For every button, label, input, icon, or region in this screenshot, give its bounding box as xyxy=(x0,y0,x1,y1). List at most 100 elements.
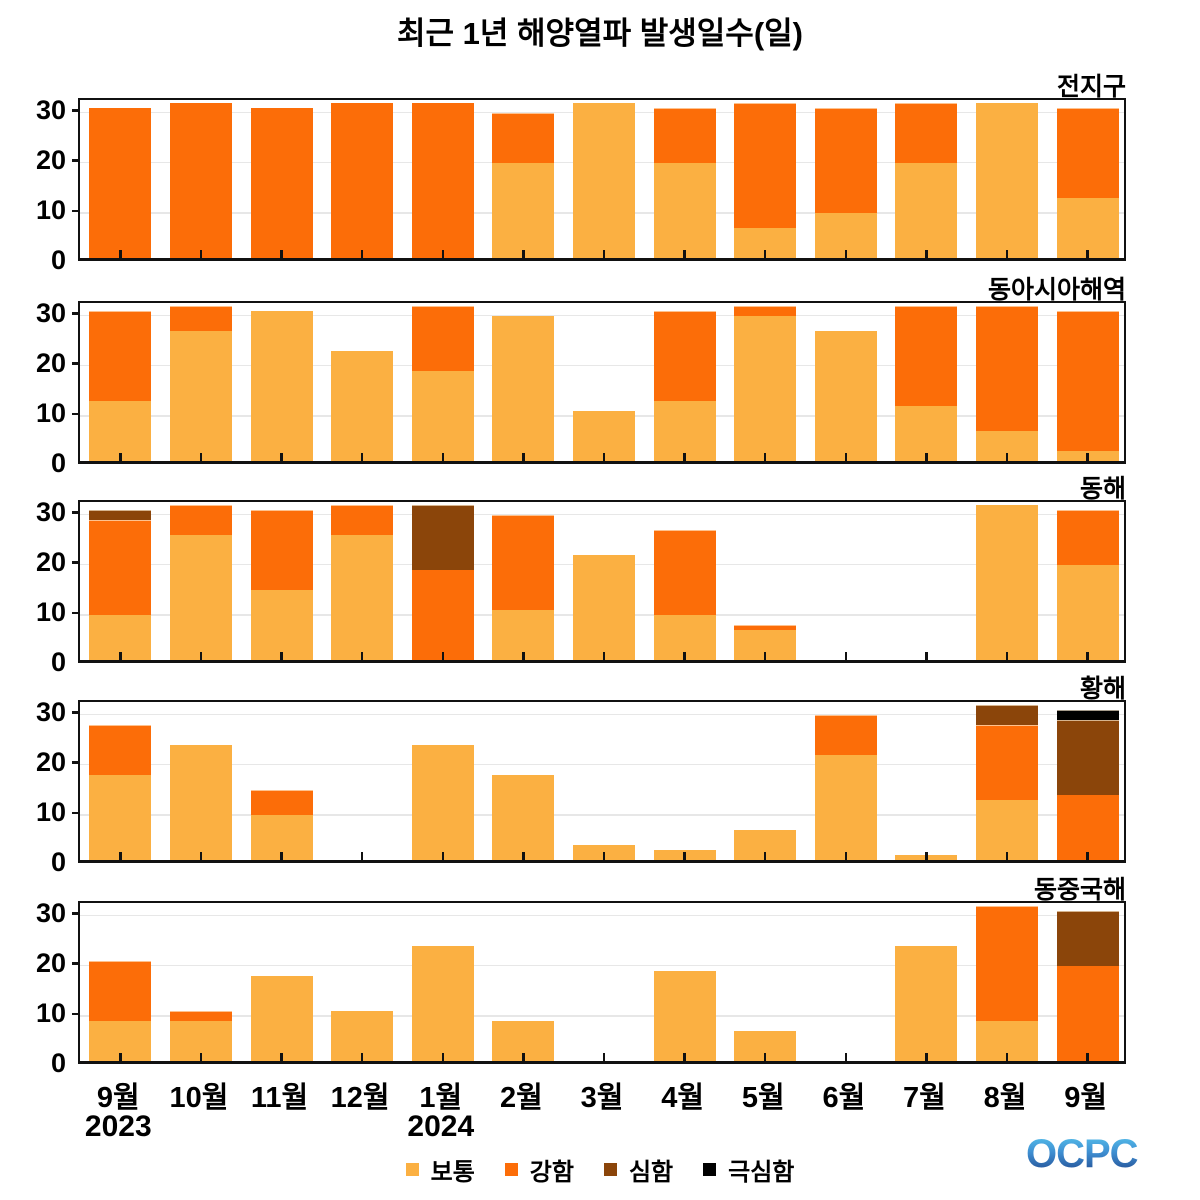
x-tick-mark-9 xyxy=(763,453,767,461)
x-tick-mark-7 xyxy=(602,852,606,860)
panel-label-5: 동중국해 xyxy=(1033,876,1126,904)
bar-segment-강함 xyxy=(89,310,152,401)
x-tick-mark-9 xyxy=(763,250,767,258)
x-tick-mark-12 xyxy=(1005,652,1009,660)
y-tick-label-10: 10 xyxy=(35,596,66,627)
y-tick-mark-30 xyxy=(72,109,80,112)
year-label-2024: 2024 xyxy=(407,1110,475,1143)
bar-segment-강함 xyxy=(169,305,232,331)
bar-segment-보통 xyxy=(734,315,797,461)
x-tick-mark-6 xyxy=(522,1053,525,1061)
bar-segment-보통 xyxy=(250,589,313,660)
bar-segment-강함 xyxy=(89,107,152,258)
x-tick-mark-11 xyxy=(925,453,928,461)
bar-segment-보통 xyxy=(976,102,1039,258)
x-tick-label-4: 12월 xyxy=(330,1082,390,1114)
gridline-30 xyxy=(80,314,1124,317)
x-tick-mark-1 xyxy=(119,852,122,860)
x-tick-label-12: 8월 xyxy=(983,1082,1027,1114)
x-tick-mark-9 xyxy=(763,1053,767,1061)
bar-segment-강함 xyxy=(653,310,716,401)
y-tick-label-10: 10 xyxy=(35,397,66,428)
x-tick-mark-6 xyxy=(522,852,525,860)
bar-segment-보통 xyxy=(492,609,555,660)
bar-segment-보통 xyxy=(411,370,474,461)
bar-segment-강함 xyxy=(89,519,152,615)
y-tick-label-20: 20 xyxy=(35,546,66,577)
bar-segment-보통 xyxy=(573,554,635,660)
gridline-20 xyxy=(80,964,1124,967)
bar-segment-강함 xyxy=(250,509,313,590)
bar-segment-보통 xyxy=(89,774,152,860)
x-tick-mark-3 xyxy=(280,852,283,860)
y-tick-mark-30 xyxy=(72,912,80,915)
y-tick-mark-20 xyxy=(72,962,80,965)
x-tick-mark-5 xyxy=(441,852,445,860)
y-tick-label-10: 10 xyxy=(35,796,66,827)
gridline-10 xyxy=(80,814,1124,816)
bar-segment-보통 xyxy=(331,534,394,660)
y-tick-label-30: 30 xyxy=(35,897,66,928)
x-tick-mark-3 xyxy=(280,250,283,258)
bar-segment-보통 xyxy=(89,400,152,461)
y-tick-mark-10 xyxy=(72,811,80,815)
x-tick-mark-13 xyxy=(1086,1053,1089,1061)
x-tick-mark-8 xyxy=(683,1053,686,1061)
bar-segment-보통 xyxy=(573,410,635,461)
x-tick-mark-12 xyxy=(1005,250,1009,258)
x-tick-mark-3 xyxy=(280,1053,283,1061)
y-tick-mark-10 xyxy=(72,209,80,213)
gridline-30 xyxy=(80,914,1124,917)
x-tick-mark-1 xyxy=(119,250,122,258)
x-tick-mark-2 xyxy=(199,250,203,258)
y-tick-label-10: 10 xyxy=(35,194,66,225)
plot-area-2 xyxy=(78,301,1126,464)
chart-legend: 보통 강함 심함 극심함 xyxy=(0,1152,1200,1187)
x-tick-mark-4 xyxy=(360,250,364,258)
y-tick-label-20: 20 xyxy=(35,347,66,378)
x-tick-mark-2 xyxy=(199,652,203,660)
x-tick-mark-13 xyxy=(1086,453,1089,461)
x-tick-mark-7 xyxy=(602,250,606,258)
x-tick-label-7: 3월 xyxy=(580,1082,624,1114)
bar-segment-강함 xyxy=(169,1010,232,1021)
bar-segment-보통 xyxy=(653,970,716,1061)
y-tick-mark-10 xyxy=(72,412,80,416)
x-tick-mark-11 xyxy=(925,852,928,860)
x-tick-mark-2 xyxy=(199,1053,203,1061)
panel-label-3: 동해 xyxy=(1079,475,1126,503)
panel-label-2: 동아시아해역 xyxy=(987,276,1126,304)
x-tick-mark-8 xyxy=(683,453,686,461)
x-tick-mark-5 xyxy=(441,1053,445,1061)
bar-segment-보통 xyxy=(411,744,474,860)
y-tick-mark-30 xyxy=(72,312,80,315)
x-tick-mark-8 xyxy=(683,250,686,258)
bar-segment-강함 xyxy=(976,724,1039,800)
x-tick-mark-4 xyxy=(360,852,364,860)
bar-segment-보통 xyxy=(653,400,716,461)
x-tick-mark-2 xyxy=(199,852,203,860)
x-tick-label-6: 2월 xyxy=(499,1082,543,1114)
legend-label-심함: 심함 xyxy=(628,1159,674,1186)
bar-segment-보통 xyxy=(331,350,394,461)
bar-segment-보통 xyxy=(331,1010,394,1061)
bar-segment-강함 xyxy=(1056,794,1119,860)
bar-segment-심함 xyxy=(976,704,1039,725)
legend-item-심함: 심함 xyxy=(603,1152,674,1187)
bar-segment-강함 xyxy=(250,789,313,815)
x-tick-mark-10 xyxy=(844,453,848,461)
plot-area-5 xyxy=(78,901,1126,1064)
bar-segment-강함 xyxy=(814,714,877,755)
bar-segment-보통 xyxy=(1056,564,1119,660)
bar-segment-심함 xyxy=(1056,719,1119,795)
x-tick-mark-8 xyxy=(683,652,686,660)
bar-segment-보통 xyxy=(169,330,232,461)
y-tick-label-0: 0 xyxy=(50,1048,66,1078)
x-tick-label-1: 9월 xyxy=(96,1082,140,1114)
gridline-10 xyxy=(80,1015,1124,1017)
bar-segment-강함 xyxy=(89,724,152,775)
gridline-30 xyxy=(80,713,1124,716)
bar-segment-보통 xyxy=(492,162,555,258)
bar-segment-보통 xyxy=(653,162,716,258)
y-tick-mark-30 xyxy=(72,511,80,514)
